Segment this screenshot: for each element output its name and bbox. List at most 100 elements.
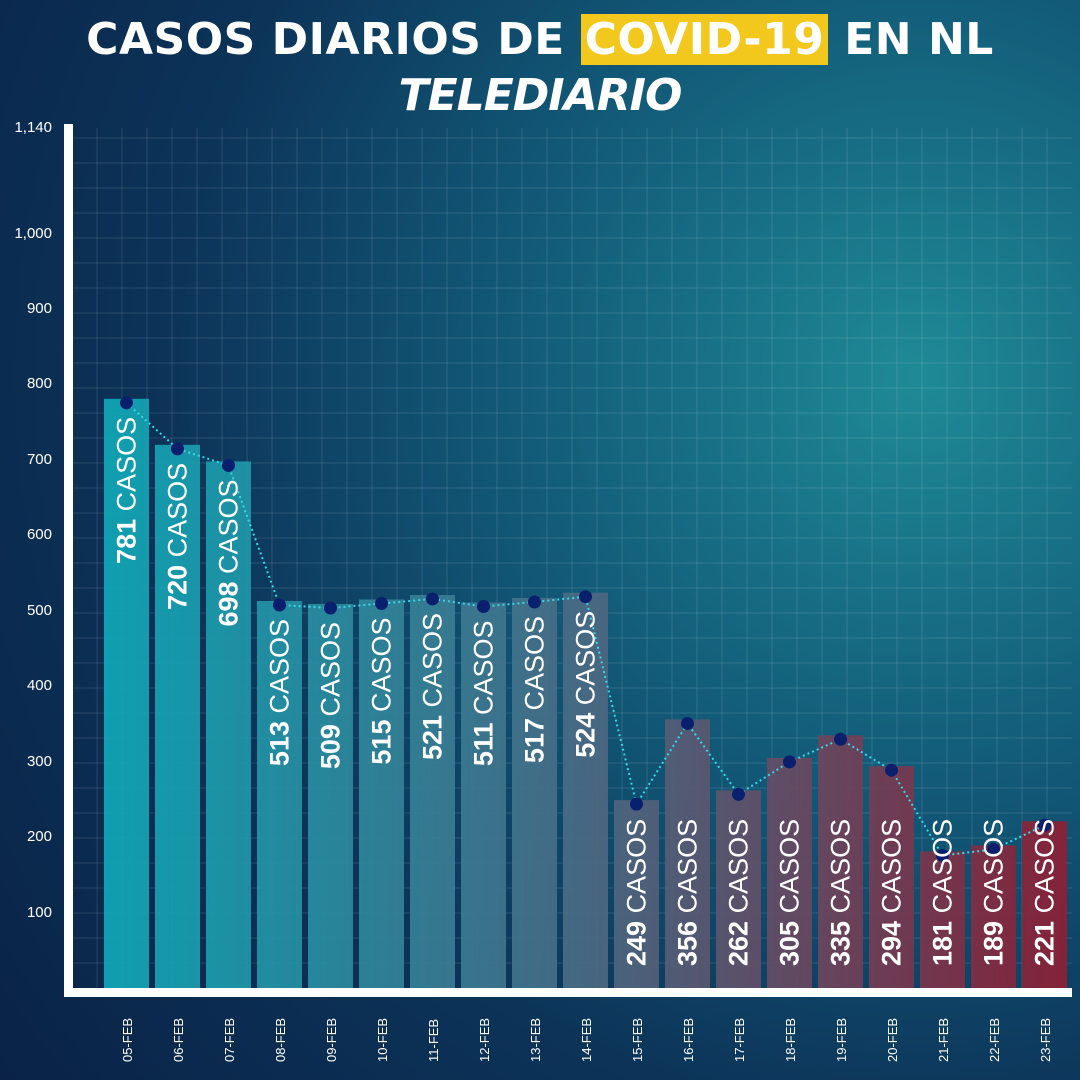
bar xyxy=(359,599,404,988)
data-point xyxy=(528,595,541,609)
bar xyxy=(665,719,710,988)
bar-value-label: 249 CASOS xyxy=(622,819,652,966)
x-tick-label: 20-FEB xyxy=(884,1017,900,1062)
data-point xyxy=(477,600,490,614)
title-pre: CASOS DIARIOS DE xyxy=(86,14,581,65)
x-tick-label: 17-FEB xyxy=(731,1017,747,1062)
data-point xyxy=(681,716,694,730)
x-tick: 06-FEB xyxy=(168,1010,188,1070)
data-point xyxy=(936,848,949,862)
x-tick-label: 18-FEB xyxy=(782,1017,798,1062)
bar xyxy=(563,592,608,988)
data-point xyxy=(426,592,439,606)
x-tick-label: 16-FEB xyxy=(680,1017,696,1062)
x-tick: 20-FEB xyxy=(882,1010,902,1070)
x-tick-label: 14-FEB xyxy=(578,1017,594,1062)
bar-value-label: 189 CASOS xyxy=(979,819,1009,966)
data-point xyxy=(783,755,796,769)
data-point xyxy=(834,732,847,746)
x-tick: 05-FEB xyxy=(117,1010,137,1070)
y-tick-label: 700 xyxy=(26,450,52,468)
x-tick: 07-FEB xyxy=(219,1010,239,1070)
brand-logo: TELEDIARIO xyxy=(398,70,683,121)
x-tick: 16-FEB xyxy=(678,1010,698,1070)
x-axis-line xyxy=(64,988,1072,997)
title-highlight: COVID-19 xyxy=(580,14,829,65)
bar xyxy=(818,735,863,988)
bar xyxy=(920,851,965,988)
y-tick-label: 400 xyxy=(26,677,52,695)
bar xyxy=(1022,821,1067,988)
x-tick: 14-FEB xyxy=(576,1010,596,1070)
y-tick-label: 200 xyxy=(26,828,52,846)
bar xyxy=(461,602,506,988)
bar xyxy=(104,398,149,988)
bar xyxy=(512,597,557,988)
x-tick-label: 15-FEB xyxy=(629,1017,645,1062)
bar xyxy=(308,604,353,988)
x-tick-label: 10-FEB xyxy=(374,1017,390,1062)
x-tick-label: 05-FEB xyxy=(119,1017,135,1062)
data-point xyxy=(120,396,133,410)
x-tick-label: 06-FEB xyxy=(170,1017,186,1062)
bar-value-label: 521 CASOS xyxy=(418,613,448,760)
data-point xyxy=(987,842,1000,856)
data-point xyxy=(630,797,643,811)
y-tick-label: 600 xyxy=(26,526,52,544)
x-tick: 19-FEB xyxy=(831,1010,851,1070)
x-tick: 11-FEB xyxy=(423,1010,443,1070)
y-tick-label: 300 xyxy=(26,752,52,770)
data-point xyxy=(1038,818,1051,832)
x-tick: 13-FEB xyxy=(525,1010,545,1070)
data-point xyxy=(579,590,592,604)
bar-value-label: 513 CASOS xyxy=(265,619,295,766)
bar-value-label: 511 CASOS xyxy=(469,621,499,767)
bar-value-label: 524 CASOS xyxy=(571,611,601,758)
x-tick: 15-FEB xyxy=(627,1010,647,1070)
bar xyxy=(206,461,251,988)
bar-value-label: 356 CASOS xyxy=(673,819,703,966)
bar-value-label: 335 CASOS xyxy=(826,819,856,966)
x-tick: 09-FEB xyxy=(321,1010,341,1070)
data-point xyxy=(885,763,898,777)
y-tick-label: 800 xyxy=(26,375,52,393)
bar-value-label: 515 CASOS xyxy=(367,617,397,764)
bar-value-label: 720 CASOS xyxy=(163,463,193,610)
y-tick-label: 500 xyxy=(26,601,52,619)
y-tick-label: 1,140 xyxy=(14,119,52,136)
x-tick: 12-FEB xyxy=(474,1010,494,1070)
data-point xyxy=(273,598,286,612)
bar-value-label: 305 CASOS xyxy=(775,819,805,966)
bar xyxy=(767,757,812,988)
x-tick: 18-FEB xyxy=(780,1010,800,1070)
bar-value-label: 221 CASOS xyxy=(1030,819,1060,966)
x-tick-label: 23-FEB xyxy=(1037,1017,1053,1062)
data-point xyxy=(222,458,235,472)
chart-title: CASOS DIARIOS DE COVID-19 EN NL xyxy=(0,14,1080,65)
bar xyxy=(869,766,914,988)
bar-value-label: 517 CASOS xyxy=(520,616,550,763)
bar-value-label: 181 CASOS xyxy=(928,819,958,966)
bar xyxy=(614,800,659,988)
x-tick: 08-FEB xyxy=(270,1010,290,1070)
x-tick: 21-FEB xyxy=(933,1010,953,1070)
data-point xyxy=(375,596,388,610)
bar xyxy=(155,444,200,988)
x-tick-label: 11-FEB xyxy=(425,1018,441,1062)
x-tick-label: 21-FEB xyxy=(935,1017,951,1062)
bar-value-label: 509 CASOS xyxy=(316,622,346,769)
y-tick-label: 1,000 xyxy=(14,224,52,242)
data-point xyxy=(324,601,337,615)
x-tick-label: 13-FEB xyxy=(527,1017,543,1062)
x-tick-label: 19-FEB xyxy=(833,1017,849,1062)
y-tick-label: 900 xyxy=(26,300,52,318)
bar xyxy=(257,601,302,988)
x-tick: 23-FEB xyxy=(1035,1010,1055,1070)
y-axis-line xyxy=(64,124,73,997)
bar xyxy=(410,594,455,988)
bar xyxy=(971,845,1016,988)
bar-value-label: 781 CASOS xyxy=(112,417,142,564)
x-tick-label: 22-FEB xyxy=(986,1017,1002,1062)
